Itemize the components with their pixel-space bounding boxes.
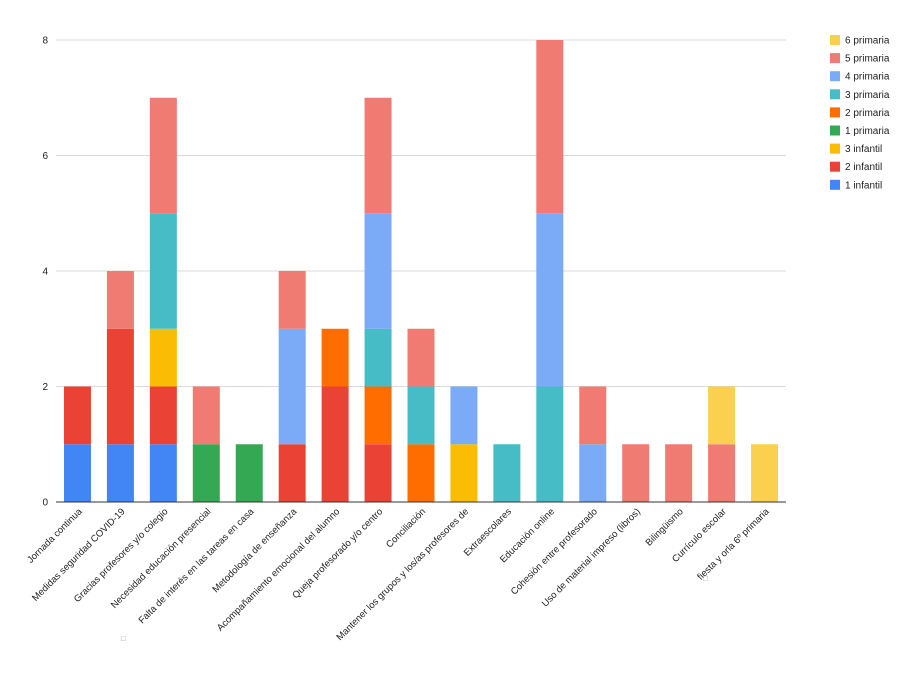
legend-swatch [830, 143, 840, 154]
y-tick-label: 2 [42, 382, 48, 393]
bar-segment [321, 328, 349, 387]
legend-item: 4 primaria [830, 71, 890, 83]
legend-item: 5 primaria [830, 53, 890, 65]
bar-segment [149, 213, 177, 329]
bar-segment [63, 444, 91, 502]
axes: 0 2 4 6 8 [42, 36, 786, 509]
legend-label: 6 primaria [845, 36, 890, 47]
category-label: Cohesión entre profesorado [509, 506, 600, 597]
bar-segment [407, 444, 435, 502]
bar-segment [536, 40, 564, 214]
bar-segment [364, 386, 392, 445]
legend-swatch [830, 125, 840, 136]
category-label: Conciliación [384, 506, 428, 550]
bar-segment [536, 386, 564, 502]
category-label: fiesta y orla 6º primaria [695, 506, 772, 583]
legend-label: 1 primaria [845, 126, 890, 137]
y-tick-label: 4 [42, 267, 48, 278]
bar-segment [278, 328, 306, 445]
bar-segment [106, 328, 134, 445]
category-label: Queja profesorado y/o centro [290, 506, 385, 601]
legend-swatch [830, 89, 840, 100]
bar-segment [192, 444, 220, 502]
legend-item: 6 primaria [830, 35, 890, 47]
legend-item: 1 infantil [830, 179, 882, 191]
category-mark: □ [121, 634, 126, 643]
legend-label: 2 primaria [845, 108, 890, 119]
bar-segment [364, 213, 392, 329]
bar-segment [579, 386, 607, 445]
bar-segment [407, 328, 435, 387]
bar-segment [106, 271, 134, 329]
bar-segment [364, 444, 392, 502]
legend-swatch [830, 53, 840, 64]
bar-segment [63, 386, 91, 445]
legend-swatch [830, 35, 840, 45]
legend-swatch [830, 107, 840, 118]
legend-item: 2 primaria [830, 107, 890, 119]
legend: 6 primaria 5 primaria 4 primaria 3 primaria… [830, 35, 890, 191]
bar-segment [321, 386, 349, 502]
bar-segment [450, 444, 478, 502]
bars [63, 40, 779, 502]
legend-swatch [830, 71, 840, 82]
bar-segment [407, 386, 435, 445]
bar-segment [622, 444, 650, 502]
bar-segment [149, 97, 177, 214]
bar-segment [493, 444, 521, 502]
bar-segment [579, 444, 607, 502]
legend-swatch [830, 179, 840, 190]
bar-segment [278, 271, 306, 329]
bar-segment [235, 444, 263, 502]
y-tick-label: 8 [42, 36, 48, 47]
legend-swatch [830, 161, 840, 172]
bar-segment [149, 328, 177, 387]
legend-label: 5 primaria [845, 54, 890, 65]
legend-item: 2 infantil [830, 161, 882, 173]
legend-item: 1 primaria [830, 125, 890, 137]
y-tick-label: 0 [42, 498, 48, 509]
bar-segment [708, 444, 736, 502]
bar-segment [665, 444, 693, 502]
bar-segment [364, 328, 392, 387]
bar-segment [278, 444, 306, 502]
legend-label: 4 primaria [845, 72, 890, 83]
bar-segment [536, 213, 564, 387]
category-mark: □ [703, 574, 708, 583]
category-label: Metodología de enseñanza [210, 506, 299, 595]
bar-segment [149, 386, 177, 445]
category-label: Bilingüismo [644, 506, 686, 548]
y-tick-label: 6 [42, 151, 48, 162]
legend-item: 3 primaria [830, 89, 890, 101]
legend-label: 1 infantil [845, 180, 882, 191]
bar-segment [192, 386, 220, 445]
legend-item: 3 infantil [830, 143, 882, 155]
legend-label: 3 infantil [845, 144, 882, 155]
bar-segment [364, 97, 392, 214]
legend-label: 2 infantil [845, 162, 882, 173]
bar-segment [149, 444, 177, 502]
bar-segment [106, 444, 134, 502]
bar-segment [751, 444, 779, 502]
bar-segment [708, 386, 736, 445]
legend-label: 3 primaria [845, 90, 890, 101]
bar-segment [450, 386, 478, 445]
